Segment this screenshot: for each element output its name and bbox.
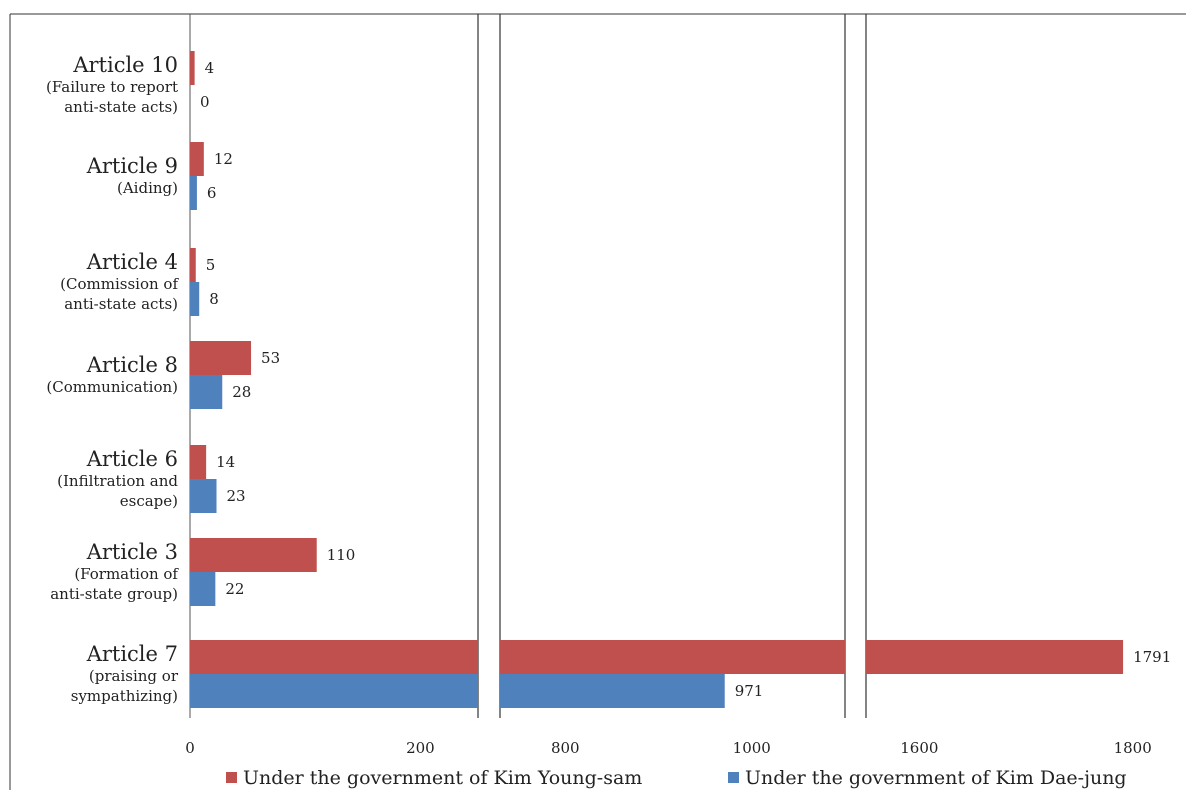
bar-kim-young-sam [190, 341, 252, 375]
data-label: 6 [207, 184, 217, 202]
bar-kim-young-sam [866, 640, 1124, 674]
x-tick-label: 1000 [733, 739, 771, 757]
bar-kim-dae-jung [190, 572, 216, 606]
category-subtitle: anti-state group) [50, 585, 178, 603]
category-subtitle: (Aiding) [117, 179, 178, 197]
category-subtitle: sympathizing) [71, 687, 178, 705]
data-label: 8 [209, 290, 219, 308]
bar-kim-young-sam [190, 248, 196, 282]
data-label: 971 [735, 682, 764, 700]
data-label: 14 [216, 453, 235, 471]
x-tick-label: 800 [551, 739, 580, 757]
data-label: 28 [232, 383, 251, 401]
bar-kim-young-sam [190, 51, 195, 85]
chart-frame [9, 13, 1186, 790]
data-label: 22 [225, 580, 244, 598]
legend-swatch [226, 772, 237, 783]
category-title: Article 9 [86, 154, 178, 178]
data-label: 12 [214, 150, 233, 168]
category-title: Article 6 [86, 447, 178, 471]
data-label: 5 [206, 256, 216, 274]
data-label: 110 [327, 546, 356, 564]
x-tick-label: 200 [406, 739, 435, 757]
data-label: 23 [226, 487, 245, 505]
bar-kim-dae-jung [190, 176, 197, 210]
category-subtitle: (praising or [89, 667, 179, 685]
category-subtitle: anti-state acts) [64, 98, 178, 116]
category-title: Article 3 [86, 540, 178, 564]
category-title: Article 4 [86, 250, 178, 274]
category-title: Article 10 [72, 53, 178, 77]
bar-kim-young-sam [500, 640, 845, 674]
x-tick-label: 1800 [1114, 739, 1152, 757]
bar-kim-young-sam [190, 640, 478, 674]
category-title: Article 8 [86, 353, 178, 377]
bar-kim-dae-jung [190, 282, 200, 316]
bar-kim-young-sam [190, 445, 207, 479]
category-subtitle: (Commission of [60, 275, 179, 293]
legend-swatch [728, 772, 739, 783]
legend: Under the government of Kim Young-sam Und… [226, 767, 1127, 789]
x-tick-label: 1600 [900, 739, 938, 757]
category-subtitle: (Formation of [74, 565, 179, 583]
labels-group: Article 10(Failure to report anti-state a… [46, 53, 1171, 757]
data-label: 0 [200, 93, 210, 111]
bar-kim-dae-jung [190, 479, 217, 513]
bar-kim-young-sam [190, 142, 204, 176]
bar-kim-dae-jung [190, 674, 478, 708]
bar-kim-young-sam [190, 538, 317, 572]
legend-label: Under the government of Kim Dae-jung [745, 767, 1127, 789]
data-label: 53 [261, 349, 280, 367]
bar-kim-dae-jung [500, 674, 725, 708]
category-subtitle: (Communication) [46, 378, 178, 396]
bars-group [190, 51, 1124, 708]
data-label: 4 [205, 59, 215, 77]
x-tick-label: 0 [185, 739, 195, 757]
category-subtitle: anti-state acts) [64, 295, 178, 313]
category-subtitle: (Infiltration and [57, 472, 178, 490]
bar-kim-dae-jung [190, 375, 223, 409]
category-subtitle: escape) [120, 492, 178, 510]
data-label: 1791 [1133, 648, 1171, 666]
legend-label: Under the government of Kim Young-sam [243, 767, 642, 789]
category-title: Article 7 [86, 642, 178, 666]
category-subtitle: (Failure to report [46, 78, 178, 96]
